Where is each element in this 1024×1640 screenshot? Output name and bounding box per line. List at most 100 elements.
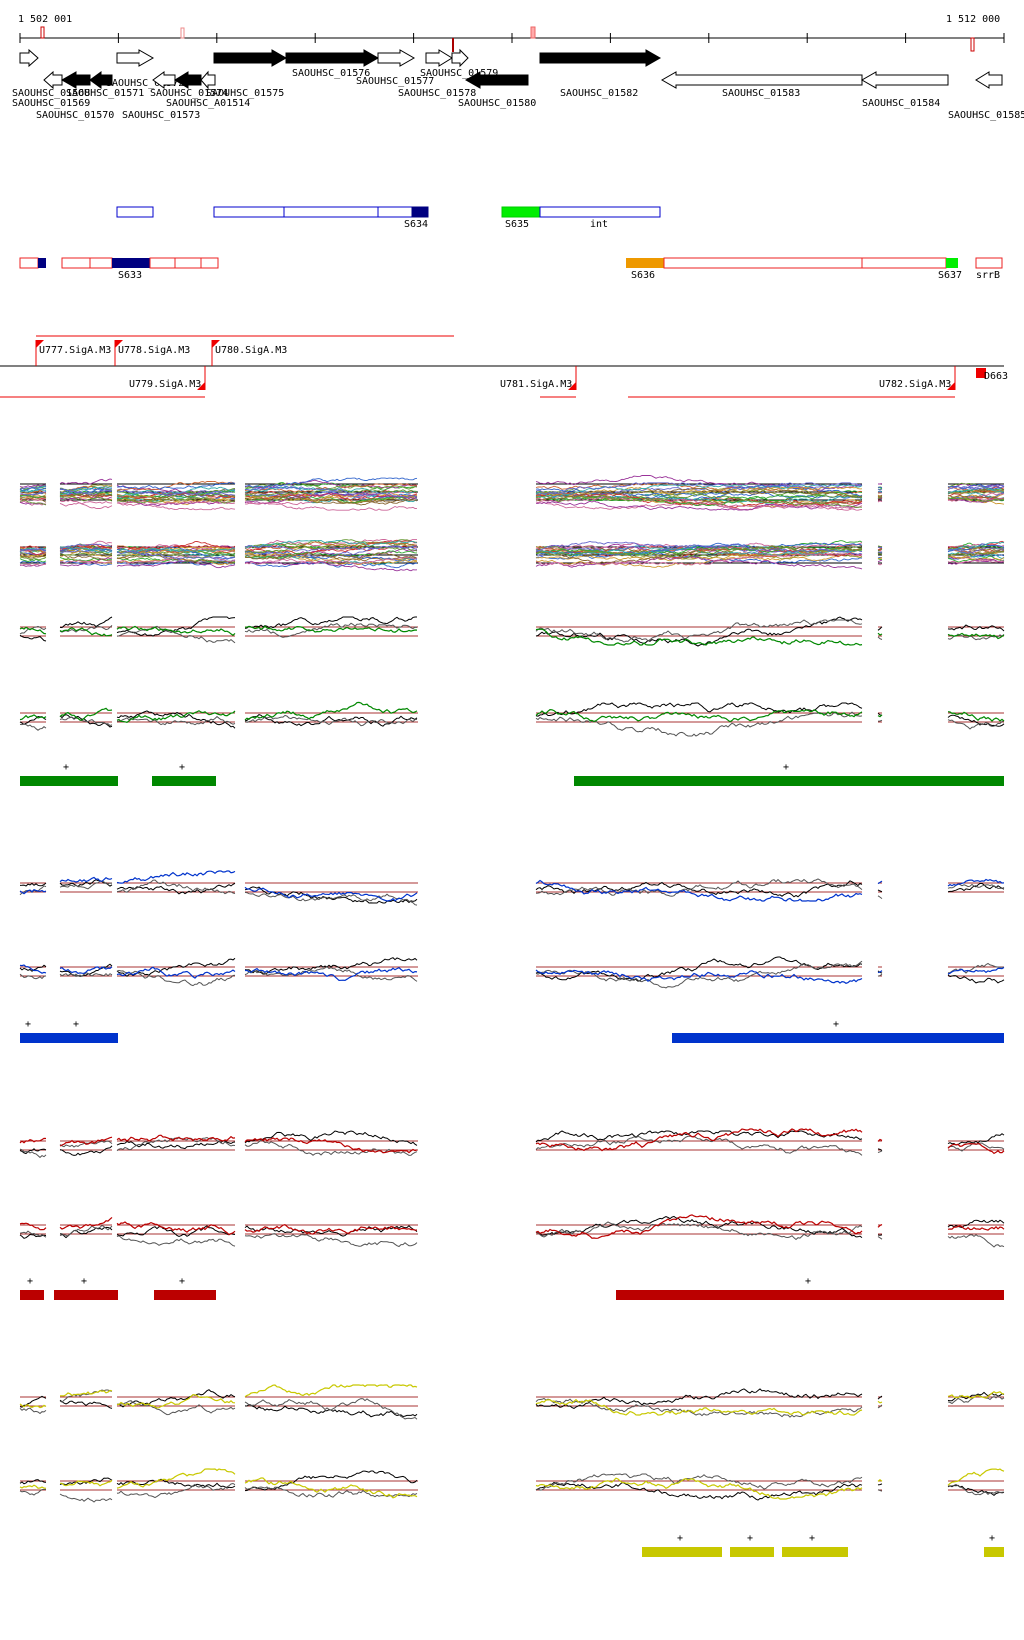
expression-trace <box>19 1137 47 1144</box>
gene-label-g1578: SAOUHSC_01578 <box>398 88 476 99</box>
expression-trace <box>59 714 113 728</box>
gene-arrow-g1570[interactable] <box>60 71 91 89</box>
condition-bar-red[interactable] <box>154 1290 216 1300</box>
condition-bar-green[interactable] <box>20 776 118 786</box>
gene-arrow-g1514[interactable] <box>200 70 216 90</box>
expression-trace <box>244 966 418 982</box>
expression-trace <box>244 1486 418 1498</box>
gene-arrow-g1576[interactable] <box>285 49 380 67</box>
expression-trace <box>244 1233 418 1248</box>
segment-label-s636: S636 <box>631 270 655 281</box>
expression-trace <box>244 1398 418 1420</box>
expression-trace <box>535 1477 863 1500</box>
condition-bar-red[interactable] <box>20 1290 44 1300</box>
gene-arrow-g1585[interactable] <box>975 71 1003 89</box>
condition-bar-red[interactable] <box>54 1290 118 1300</box>
gene-arrow-g1573[interactable] <box>152 71 176 89</box>
condition-bar-blue[interactable] <box>672 1033 1004 1043</box>
condition-bar-yellow[interactable] <box>730 1547 774 1557</box>
expression-trace <box>535 708 863 723</box>
gene-arrow-g1582[interactable] <box>539 49 662 67</box>
expression-trace <box>947 966 1005 975</box>
condition-bar-blue[interactable] <box>20 1033 118 1043</box>
gene-arrow-g1577[interactable] <box>377 49 416 67</box>
expression-trace <box>535 484 863 498</box>
expression-trace <box>244 1477 418 1499</box>
gene-arrow-g1572[interactable] <box>116 49 155 67</box>
promoter-flag-U781[interactable] <box>568 382 576 390</box>
condition-bar-green[interactable] <box>152 776 216 786</box>
expression-trace <box>947 494 1005 500</box>
expression-trace <box>535 501 863 511</box>
expression-trace <box>244 501 418 511</box>
expression-trace <box>20 556 47 561</box>
promoter-label-U778: U778.SigA.M3 <box>118 345 190 356</box>
gene-arrow-g1580[interactable] <box>464 71 529 89</box>
expression-trace <box>947 554 1005 561</box>
expression-trace <box>59 546 113 554</box>
expression-trace <box>535 960 863 989</box>
promoter-flag-U782[interactable] <box>947 382 955 390</box>
gene-arrow-g1575[interactable] <box>213 49 288 67</box>
promoter-flag-U780[interactable] <box>212 340 220 348</box>
expression-trace <box>19 1222 47 1231</box>
condition-mark-red: + <box>805 1276 811 1287</box>
expression-trace <box>244 486 418 495</box>
expression-trace <box>116 545 236 554</box>
expression-trace <box>535 553 863 567</box>
expression-trace <box>244 550 417 560</box>
expression-trace <box>116 560 236 569</box>
gene-arrow-g1583[interactable] <box>660 71 863 89</box>
expression-trace <box>116 502 236 511</box>
expression-trace <box>535 711 863 737</box>
coordinate-ruler: 1 502 001 1 512 000 <box>18 14 1005 52</box>
expression-trace <box>877 970 883 974</box>
condition-bar-yellow[interactable] <box>984 1547 1004 1557</box>
expression-trace <box>116 710 236 729</box>
condition-bar-green[interactable] <box>574 776 1004 786</box>
promoter-flag-U778[interactable] <box>115 340 123 348</box>
gene-arrow-g1569[interactable] <box>43 70 63 90</box>
condition-bar-yellow[interactable] <box>642 1547 722 1557</box>
expression-trace <box>19 498 47 502</box>
gene-arrow-g1568[interactable] <box>19 48 39 68</box>
gene-label-g1582: SAOUHSC_01582 <box>560 88 638 99</box>
expression-trace <box>535 487 863 502</box>
expression-trace <box>19 551 47 556</box>
promoter-flag-U777[interactable] <box>36 340 44 348</box>
gene-arrow-g1584[interactable] <box>860 71 949 89</box>
expression-panels <box>19 475 1005 1503</box>
gene-arrow-g1574[interactable] <box>174 71 202 89</box>
expression-trace <box>59 486 113 491</box>
promoter-label-U780: U780.SigA.M3 <box>215 345 287 356</box>
gene-arrow-g1579[interactable] <box>451 48 469 68</box>
expression-trace <box>116 1134 236 1142</box>
expression-trace <box>877 1138 883 1142</box>
expression-trace <box>116 496 236 504</box>
condition-bar-red[interactable] <box>616 1290 1004 1300</box>
expression-trace <box>116 489 236 497</box>
expression-trace <box>116 553 236 563</box>
expression-trace <box>59 972 113 977</box>
gene-arrow-g1571[interactable] <box>89 71 113 89</box>
expression-trace <box>535 1221 863 1241</box>
expression-trace <box>877 551 883 554</box>
expression-trace <box>244 1384 418 1398</box>
expression-trace <box>535 1128 863 1152</box>
expression-trace <box>59 625 113 633</box>
gene-label-g1585: SAOUHSC_01585 <box>948 110 1024 121</box>
expression-trace <box>20 495 47 499</box>
condition-bar-yellow[interactable] <box>782 1547 848 1557</box>
expression-trace <box>244 486 418 499</box>
expression-trace <box>877 488 883 491</box>
expression-trace <box>19 1484 47 1489</box>
gene-label-g1580: SAOUHSC_01580 <box>458 98 536 109</box>
expression-trace <box>19 489 47 494</box>
expression-trace <box>535 542 863 551</box>
expression-trace <box>877 1404 883 1409</box>
gene-arrow-g1578[interactable] <box>425 49 453 67</box>
expression-trace <box>244 479 418 489</box>
promoter-flag-U779[interactable] <box>197 382 205 390</box>
expression-trace <box>244 548 418 558</box>
